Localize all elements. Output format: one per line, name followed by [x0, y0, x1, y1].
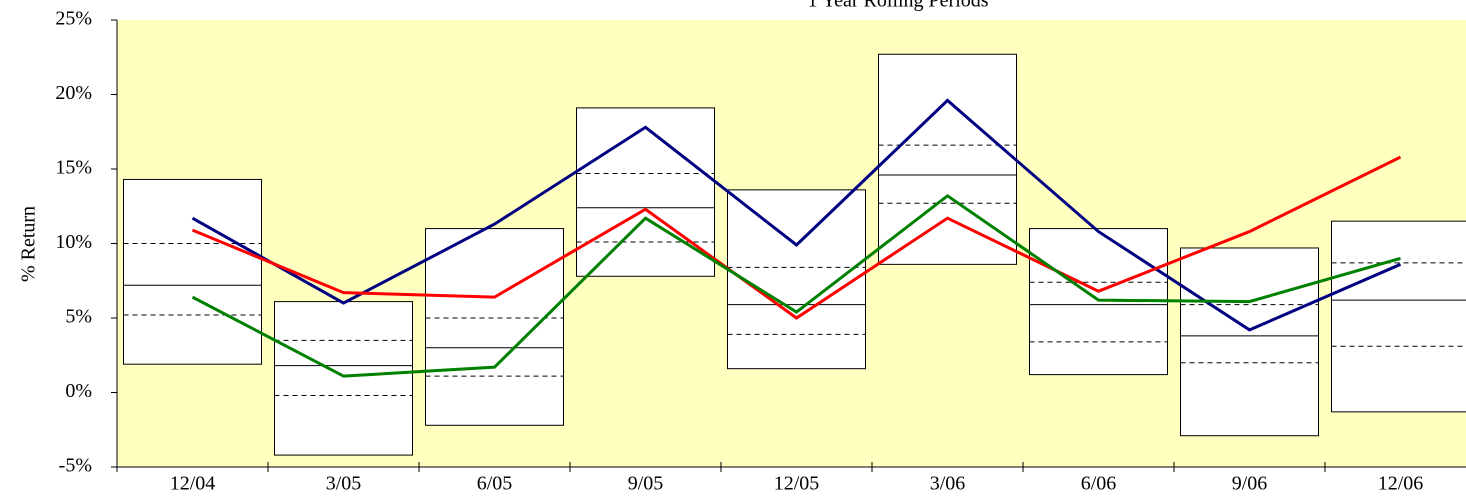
x-tick-label: 6/05: [477, 473, 513, 495]
x-tick-label: 6/06: [1081, 473, 1117, 495]
x-tick-label: 3/05: [326, 473, 362, 495]
y-tick-label: 25%: [55, 8, 92, 30]
box: [425, 228, 564, 426]
chart-title: 1 Year Rolling Periods: [807, 0, 988, 12]
x-tick-label: 12/05: [774, 473, 820, 495]
y-tick-label: 10%: [55, 231, 92, 253]
box: [1331, 220, 1466, 413]
box: [727, 189, 866, 370]
box: [576, 107, 715, 277]
box: [1180, 247, 1319, 437]
y-axis-label: % Return: [18, 206, 40, 282]
box: [123, 178, 262, 365]
x-tick-label: 12/04: [170, 473, 216, 495]
series-line: [191, 98, 1402, 332]
y-tick-label: -5%: [59, 455, 92, 477]
y-tick-label: 15%: [55, 157, 92, 179]
x-tick-label: 12/06: [1378, 473, 1424, 495]
x-tick-label: 9/06: [1232, 473, 1268, 495]
box: [274, 301, 413, 456]
y-tick-label: 0%: [65, 380, 92, 402]
series-line: [191, 155, 1402, 320]
y-tick-label: 20%: [55, 82, 92, 104]
x-tick-label: 3/06: [930, 473, 966, 495]
y-tick-label: 5%: [65, 306, 92, 328]
x-tick-label: 9/05: [628, 473, 664, 495]
series-line: [191, 193, 1401, 378]
